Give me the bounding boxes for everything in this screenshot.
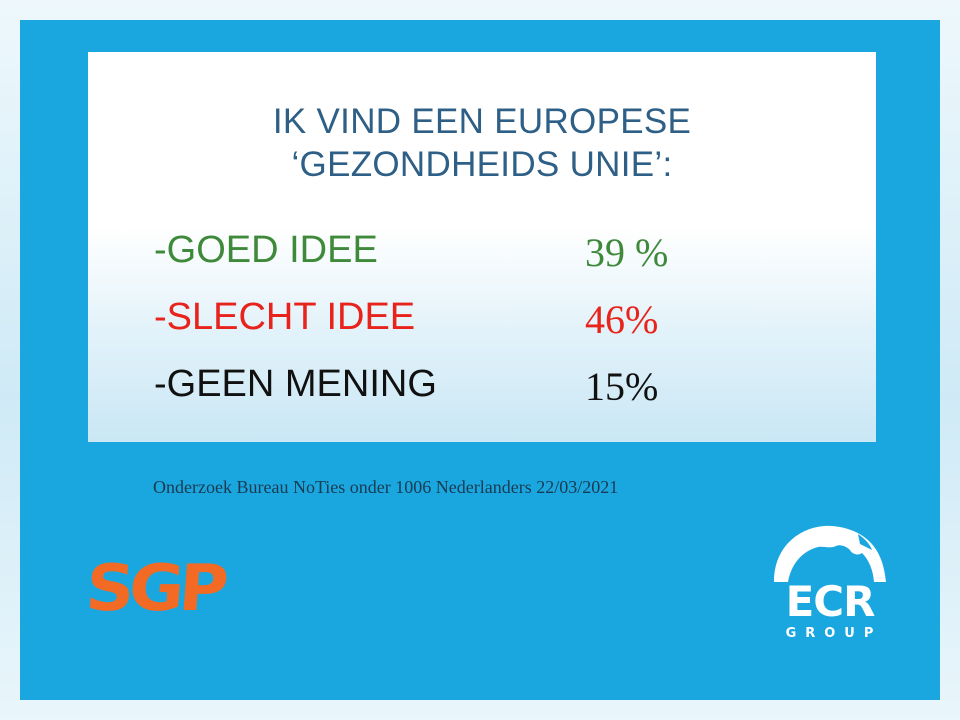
title-line-1: IK VIND EEN EUROPESE	[272, 102, 692, 141]
option-value: 15%	[585, 364, 659, 409]
ecr-group-logo: ECR GROUP	[766, 520, 894, 660]
ecr-logo-subtext: GROUP	[785, 626, 883, 641]
option-row-no-opinion: -GEEN MENING 15%	[154, 363, 854, 423]
source-note: Onderzoek Bureau NoTies onder 1006 Neder…	[153, 477, 619, 497]
option-row-bad: -SLECHT IDEE 46%	[154, 296, 854, 356]
option-value: 39 %	[585, 230, 669, 275]
ecr-arch-logo-icon	[774, 525, 886, 582]
option-label: -GOED IDEE	[154, 229, 378, 271]
ecr-logo-text: ECR	[785, 577, 876, 626]
option-value: 46%	[585, 297, 659, 342]
survey-card: IK VIND EEN EUROPESE ‘GEZONDHEIDS UNIE’:…	[88, 52, 876, 442]
sgp-logo: SGP	[83, 552, 226, 626]
survey-question: IK VIND EEN EUROPESE ‘GEZONDHEIDS UNIE’:	[88, 100, 876, 186]
title-line-2: ‘GEZONDHEIDS UNIE’:	[291, 145, 673, 184]
option-label: -SLECHT IDEE	[154, 296, 416, 338]
option-row-good: -GOED IDEE 39 %	[154, 229, 854, 289]
slide-frame: IK VIND EEN EUROPESE ‘GEZONDHEIDS UNIE’:…	[20, 20, 940, 700]
option-label: -GEEN MENING	[154, 363, 437, 405]
